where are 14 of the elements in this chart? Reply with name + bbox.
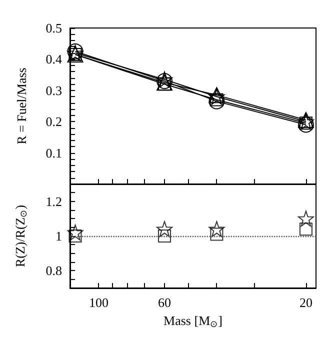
y-tick-label: 0.2 [46, 114, 62, 130]
y-tick-label: 0.1 [46, 145, 62, 160]
y-tick-label: 0.5 [46, 20, 62, 36]
x-tick-label: 60 [158, 295, 172, 310]
x-tick-label: 100 [88, 295, 108, 310]
y-axis-title: R(Z)/R(Z⊙) [12, 204, 28, 268]
x-tick-label: 20 [299, 295, 312, 310]
x-axis-title: Mass [M⊙] [164, 312, 222, 329]
y-tick-label: 0.4 [46, 52, 62, 67]
y-tick-label: 0.8 [46, 263, 62, 278]
y-tick-label: 1.2 [46, 194, 62, 209]
y-tick-label: 1 [56, 228, 62, 244]
y-tick-label: 0.3 [46, 82, 62, 98]
y-axis-title: R = Fuel/Mass [14, 68, 29, 144]
